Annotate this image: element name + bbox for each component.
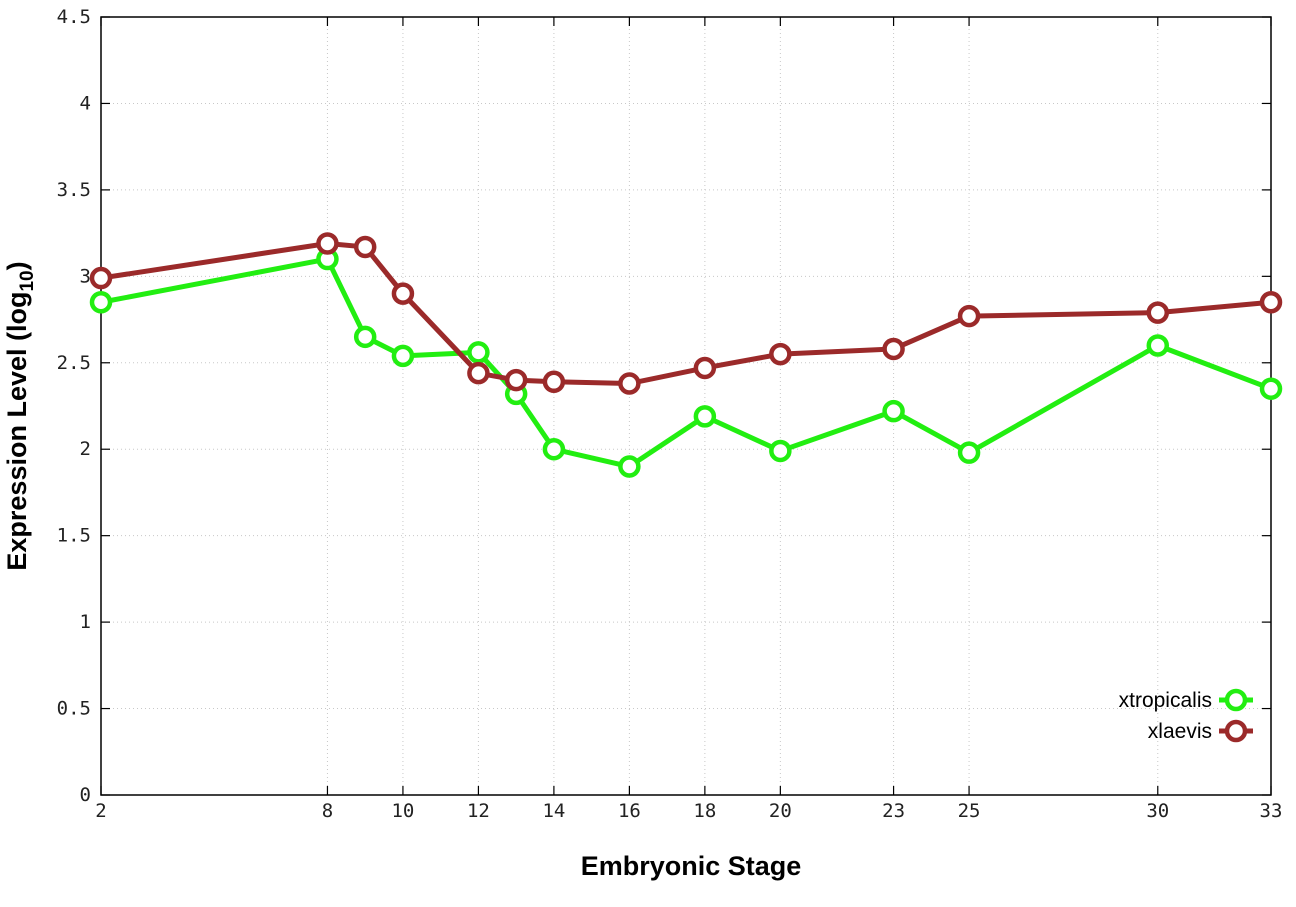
data-point xyxy=(353,325,377,349)
data-point xyxy=(316,232,339,255)
data-point xyxy=(693,405,717,428)
y-axis-title: Expression Level (log10) xyxy=(2,261,38,570)
data-point xyxy=(391,344,415,368)
data-point xyxy=(391,282,415,305)
legend-swatch-marker xyxy=(1224,688,1248,712)
y-axis-title-main: Expression Level (log xyxy=(2,292,32,571)
legend-label: xlaevis xyxy=(1148,720,1212,743)
data-point xyxy=(769,342,792,366)
x-tick-label: 2 xyxy=(95,800,106,822)
data-point xyxy=(693,356,717,380)
data-point xyxy=(353,235,377,259)
y-tick-label: 0 xyxy=(80,784,91,806)
x-axis-title: Embryonic Stage xyxy=(581,851,802,881)
legend-item: xlaevis xyxy=(1148,719,1253,743)
data-point xyxy=(1259,291,1283,314)
legend: xtropicalis xlaevis xyxy=(1119,688,1253,743)
data-point xyxy=(89,291,113,314)
x-tick-label: 23 xyxy=(882,800,905,822)
y-tick-label: 1 xyxy=(80,611,91,633)
x-tick-label: 10 xyxy=(391,800,414,822)
data-point xyxy=(89,266,113,290)
y-axis-title-subscript: 10 xyxy=(17,270,38,291)
series-layer xyxy=(89,232,1283,478)
y-tick-label: 1.5 xyxy=(57,525,91,547)
y-axis-title-suffix: ) xyxy=(2,261,32,270)
data-point xyxy=(467,361,490,385)
legend-item: xtropicalis xyxy=(1119,688,1253,712)
x-tick-label: 12 xyxy=(467,800,490,822)
data-point xyxy=(957,304,981,328)
data-point xyxy=(467,341,490,364)
legend-swatch-marker xyxy=(1224,719,1248,743)
x-tick-label: 33 xyxy=(1260,800,1283,822)
axis-ticks: 0 0.5 1 1.5 2 2.5 3 3.5 4 4.5 2 8 10 12 14 16 18 20 23 25 30… xyxy=(57,6,1283,822)
data-point xyxy=(504,368,528,392)
data-point xyxy=(769,439,792,463)
x-tick-label: 25 xyxy=(958,800,981,822)
plot-frame xyxy=(100,16,1272,796)
x-tick-label: 16 xyxy=(618,800,641,822)
data-point xyxy=(882,337,905,361)
legend-label: xtropicalis xyxy=(1119,689,1212,712)
data-point xyxy=(1259,377,1283,400)
y-tick-label: 2.5 xyxy=(57,352,91,374)
x-tick-label: 30 xyxy=(1146,800,1169,822)
x-tick-label: 18 xyxy=(693,800,716,822)
y-tick-label: 0.5 xyxy=(57,698,91,720)
y-tick-label: 4.5 xyxy=(57,6,91,28)
data-point xyxy=(1146,301,1170,324)
data-point xyxy=(1146,334,1170,357)
data-point xyxy=(542,437,566,461)
data-point xyxy=(957,441,981,464)
series-xlaevis xyxy=(89,232,1283,395)
data-point xyxy=(618,455,641,478)
y-tick-label: 4 xyxy=(80,92,91,114)
y-tick-label: 2 xyxy=(80,438,91,460)
x-tick-label: 8 xyxy=(322,800,333,822)
y-tick-label: 3 xyxy=(80,265,91,287)
grid-lines xyxy=(101,17,1271,795)
data-point xyxy=(618,372,641,395)
data-point xyxy=(882,399,905,423)
data-point xyxy=(542,370,566,394)
x-tick-label: 14 xyxy=(542,800,565,822)
x-tick-label: 20 xyxy=(769,800,792,822)
y-tick-label: 3.5 xyxy=(57,179,91,201)
